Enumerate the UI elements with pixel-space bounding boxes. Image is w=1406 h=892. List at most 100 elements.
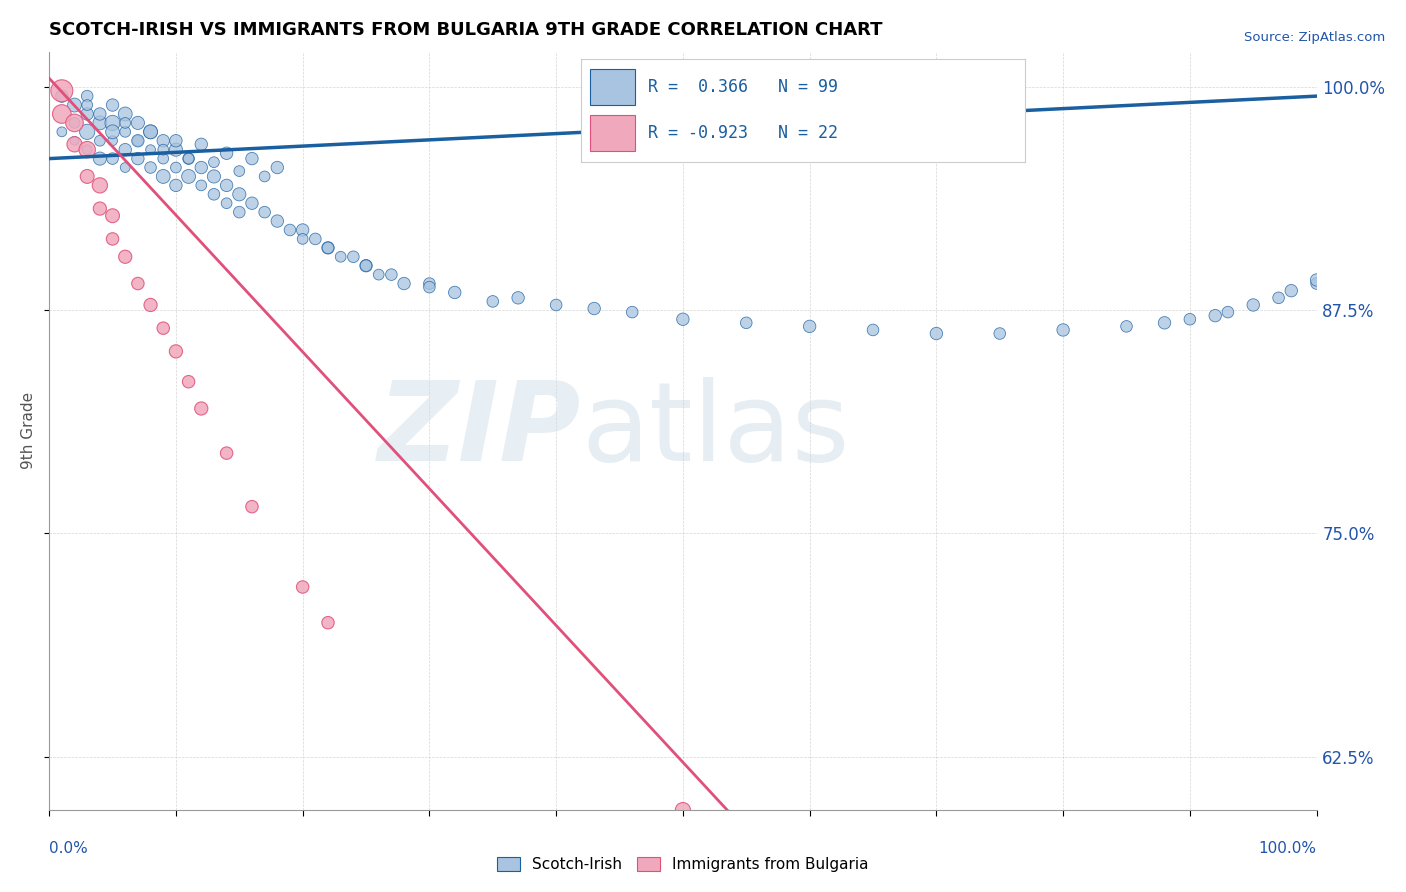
- Point: [316, 241, 339, 255]
- Point: [76, 143, 98, 157]
- Point: [342, 250, 364, 264]
- Point: [1153, 316, 1175, 330]
- Point: [925, 326, 948, 341]
- Point: [89, 152, 111, 166]
- Point: [1052, 323, 1074, 337]
- Point: [89, 202, 111, 216]
- Point: [228, 164, 250, 178]
- Point: [1115, 319, 1137, 334]
- Point: [240, 152, 263, 166]
- Point: [76, 107, 98, 121]
- Point: [266, 214, 288, 228]
- Point: [583, 301, 606, 316]
- Point: [862, 323, 884, 337]
- Point: [354, 259, 377, 273]
- Point: [190, 401, 212, 416]
- Point: [1241, 298, 1264, 312]
- Point: [177, 152, 200, 166]
- Point: [1204, 309, 1226, 323]
- Legend: Scotch-Irish, Immigrants from Bulgaria: Scotch-Irish, Immigrants from Bulgaria: [491, 851, 875, 879]
- Point: [51, 125, 73, 139]
- Point: [51, 107, 73, 121]
- Point: [240, 500, 263, 514]
- Point: [215, 196, 238, 211]
- Point: [114, 161, 136, 175]
- Point: [139, 125, 162, 139]
- Point: [253, 169, 276, 184]
- Point: [127, 134, 149, 148]
- Point: [101, 125, 124, 139]
- Point: [177, 375, 200, 389]
- Point: [89, 107, 111, 121]
- Point: [1216, 305, 1239, 319]
- Point: [101, 209, 124, 223]
- Point: [190, 137, 212, 152]
- Point: [114, 116, 136, 130]
- Text: 0.0%: 0.0%: [49, 840, 89, 855]
- Y-axis label: 9th Grade: 9th Grade: [21, 392, 35, 469]
- Point: [278, 223, 301, 237]
- Text: 100.0%: 100.0%: [1258, 840, 1316, 855]
- Point: [735, 316, 758, 330]
- Point: [114, 250, 136, 264]
- Text: Source: ZipAtlas.com: Source: ZipAtlas.com: [1244, 31, 1385, 45]
- Point: [114, 107, 136, 121]
- Point: [165, 161, 187, 175]
- Point: [266, 161, 288, 175]
- Point: [63, 137, 86, 152]
- Point: [202, 155, 225, 169]
- Point: [139, 143, 162, 157]
- Point: [76, 98, 98, 112]
- Point: [228, 205, 250, 219]
- Point: [418, 280, 440, 294]
- Point: [367, 268, 389, 282]
- Point: [89, 116, 111, 130]
- Point: [190, 161, 212, 175]
- Point: [1305, 273, 1327, 287]
- Point: [139, 125, 162, 139]
- Point: [152, 321, 174, 335]
- Point: [228, 187, 250, 202]
- Point: [240, 196, 263, 211]
- Point: [1279, 284, 1302, 298]
- Point: [1305, 277, 1327, 291]
- Point: [354, 259, 377, 273]
- Point: [215, 178, 238, 193]
- Text: SCOTCH-IRISH VS IMMIGRANTS FROM BULGARIA 9TH GRADE CORRELATION CHART: SCOTCH-IRISH VS IMMIGRANTS FROM BULGARIA…: [49, 21, 883, 39]
- Point: [392, 277, 415, 291]
- Point: [418, 277, 440, 291]
- Point: [316, 615, 339, 630]
- Point: [101, 134, 124, 148]
- Point: [508, 291, 530, 305]
- Point: [63, 116, 86, 130]
- Point: [127, 134, 149, 148]
- Point: [152, 169, 174, 184]
- Point: [215, 146, 238, 161]
- Point: [127, 116, 149, 130]
- Point: [76, 169, 98, 184]
- Point: [63, 98, 86, 112]
- Point: [89, 134, 111, 148]
- Point: [291, 580, 314, 594]
- Point: [152, 143, 174, 157]
- Point: [202, 169, 225, 184]
- Point: [101, 116, 124, 130]
- Point: [152, 152, 174, 166]
- Point: [291, 223, 314, 237]
- Point: [291, 232, 314, 246]
- Point: [165, 143, 187, 157]
- Point: [51, 89, 73, 103]
- Point: [139, 298, 162, 312]
- Point: [127, 152, 149, 166]
- Point: [621, 305, 644, 319]
- Point: [101, 98, 124, 112]
- Point: [139, 161, 162, 175]
- Text: ZIP: ZIP: [378, 377, 582, 484]
- Point: [380, 268, 402, 282]
- Point: [127, 277, 149, 291]
- Point: [304, 232, 326, 246]
- Point: [165, 178, 187, 193]
- Point: [329, 250, 352, 264]
- Point: [546, 298, 568, 312]
- Point: [443, 285, 465, 300]
